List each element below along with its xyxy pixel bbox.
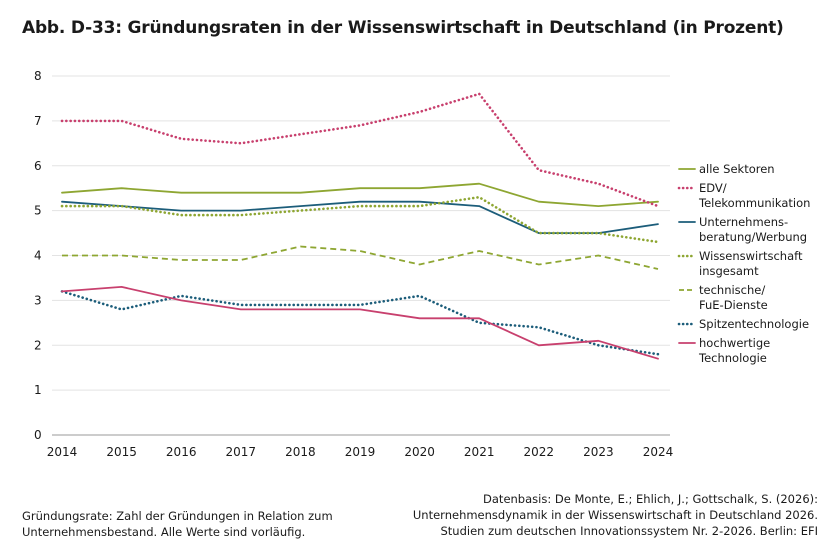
series-lines [60, 92, 660, 360]
x-tick-label: 2015 [106, 445, 137, 459]
y-tick-label: 6 [34, 159, 42, 173]
x-tick-label: 2018 [285, 445, 316, 459]
legend-label: FuE-Dienste [699, 298, 768, 312]
x-tick-label: 2016 [166, 445, 197, 459]
source-line: Studien zum deutschen Innovationssystem … [440, 524, 818, 538]
y-tick-label: 4 [34, 249, 42, 263]
x-tick-label: 2024 [643, 445, 674, 459]
legend-label: Wissenswirtschaft [699, 249, 803, 263]
source-note: Datenbasis: De Monte, E.; Ehlich, J.; Go… [413, 491, 818, 539]
y-tick-label: 3 [34, 293, 42, 307]
legend: alle Sektoren EDV/Telekommunikation Untern… [677, 162, 810, 365]
x-axis: 2014 2015 2016 2017 2018 2019 2020 2021 2022 2023… [47, 445, 674, 459]
legend-label: insgesamt [699, 264, 759, 278]
legend-label: Technologie [698, 351, 767, 365]
series-line-2 [60, 92, 660, 208]
chart-title: Abb. D-33: Gründungsraten in der Wissens… [22, 18, 784, 38]
y-tick-label: 2 [34, 338, 42, 352]
legend-label: Spitzentechnologie [699, 317, 809, 331]
footnote-line: Gründungsrate: Zahl der Gründungen in Re… [22, 509, 333, 523]
legend-label: EDV/ [699, 181, 727, 195]
series-line-5 [62, 245, 659, 270]
legend-label: hochwertige [699, 336, 770, 350]
legend-label: beratung/Werbung [699, 230, 807, 244]
series-line-4 [60, 195, 660, 244]
gridlines [52, 75, 670, 436]
y-tick-label: 8 [34, 69, 42, 83]
source-line: Datenbasis: De Monte, E.; Ehlich, J.; Go… [483, 492, 818, 506]
legend-label: technische/ [699, 283, 765, 297]
footnote-line: Unternehmensbestand. Alle Werte sind vor… [22, 525, 306, 539]
y-tick-label: 5 [34, 204, 42, 218]
series-line-3 [61, 200, 659, 235]
x-tick-label: 2021 [464, 445, 495, 459]
y-tick-label: 1 [34, 383, 42, 397]
x-tick-label: 2020 [404, 445, 435, 459]
legend-label: Telekommunikation [698, 196, 810, 210]
footnote: Gründungsrate: Zahl der Gründungen in Re… [22, 508, 333, 540]
series-line-7 [61, 285, 659, 360]
x-tick-label: 2019 [345, 445, 376, 459]
source-line: Unternehmensdynamik in der Wissenswirtsc… [412, 508, 818, 522]
x-tick-label: 2017 [226, 445, 257, 459]
series-line-6 [60, 290, 660, 356]
x-tick-label: 2023 [583, 445, 614, 459]
y-tick-label: 7 [34, 114, 42, 128]
y-axis: 0 1 2 3 4 5 6 7 8 [34, 69, 42, 442]
legend-label: Unternehmens- [699, 215, 788, 229]
x-tick-label: 2014 [47, 445, 78, 459]
y-tick-label: 0 [34, 428, 42, 442]
x-tick-label: 2022 [524, 445, 555, 459]
legend-label: alle Sektoren [699, 162, 775, 176]
series-line-1 [61, 182, 659, 208]
